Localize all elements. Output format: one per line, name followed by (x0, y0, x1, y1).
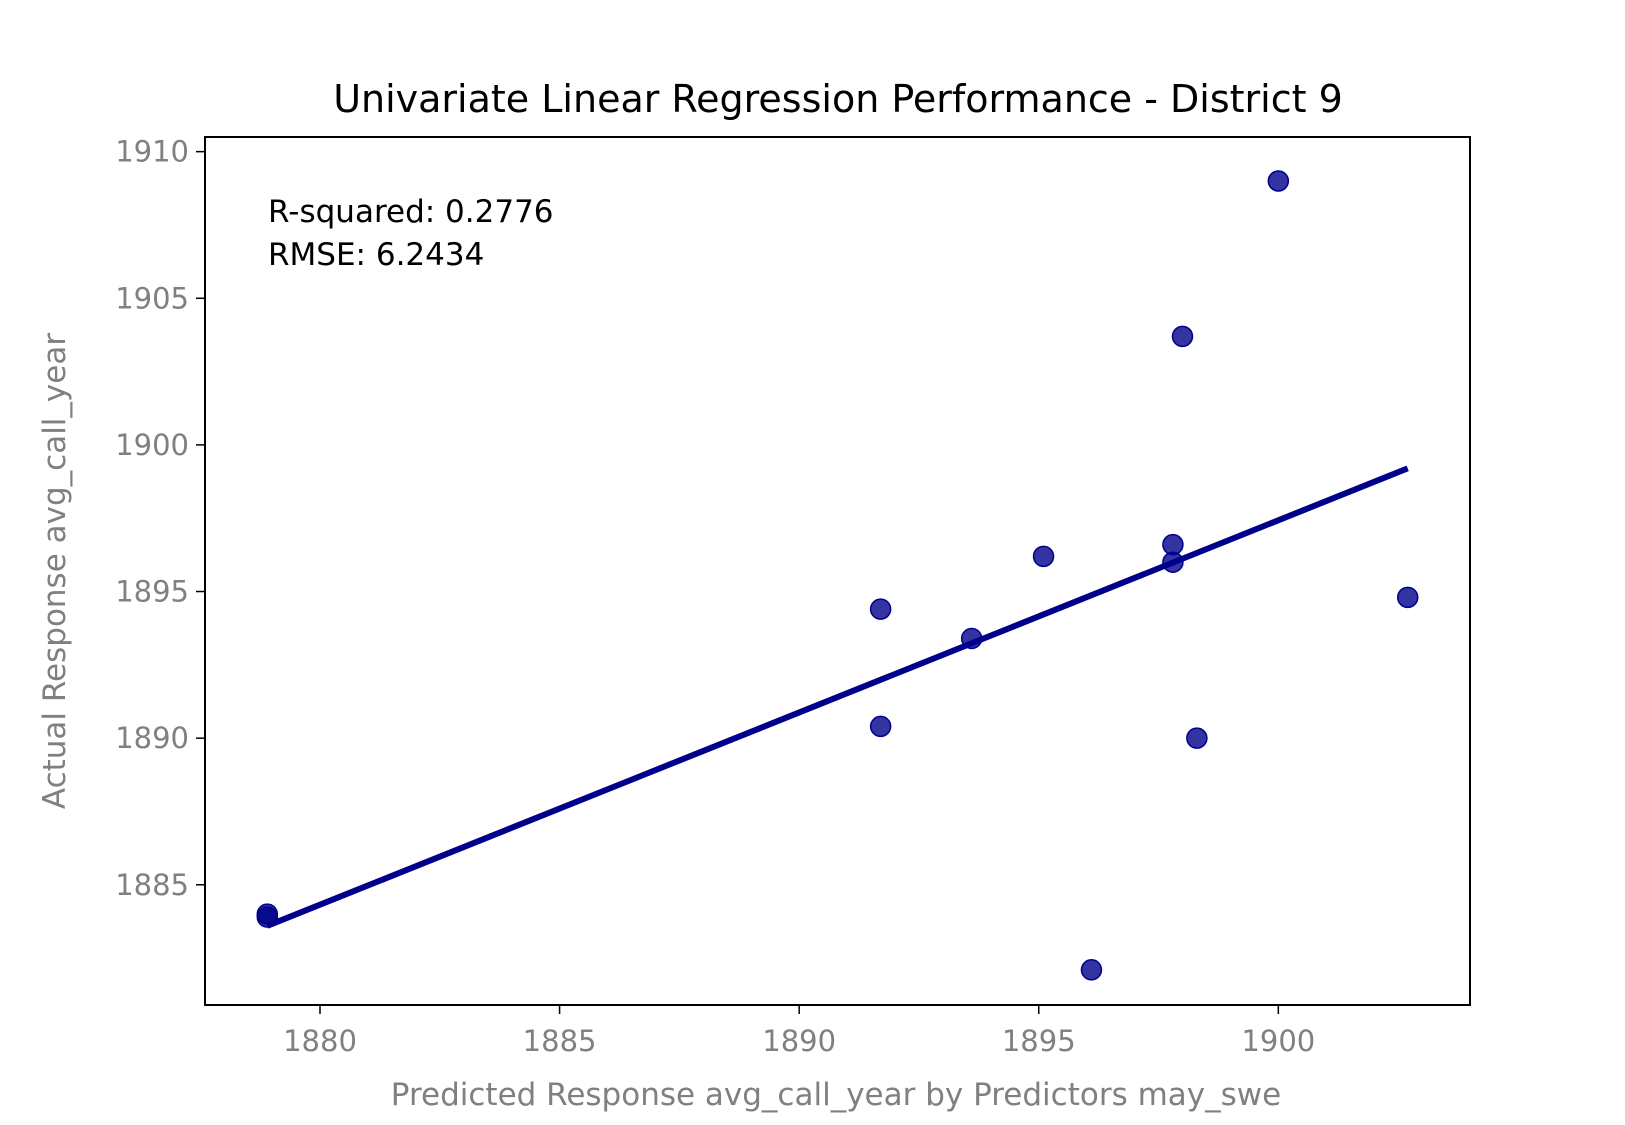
y-tick-label: 1890 (115, 721, 189, 755)
x-tick-label: 1895 (1002, 1024, 1076, 1058)
data-point (1186, 727, 1208, 749)
data-point (1396, 586, 1419, 609)
y-tick-label: 1895 (115, 575, 189, 609)
data-point (1171, 325, 1194, 348)
r-squared-annotation: R-squared: 0.2776 (268, 194, 554, 230)
y-tick-label: 1900 (115, 428, 189, 462)
y-tick-label: 1910 (115, 135, 189, 169)
data-point (256, 906, 279, 928)
rmse-annotation: RMSE: 6.2434 (268, 237, 484, 273)
y-axis-label: Actual Response avg_call_year (37, 333, 73, 809)
x-axis-ticks: 1880 1885 1890 1895 1900 (283, 1005, 1315, 1058)
data-point (1032, 545, 1055, 568)
x-tick-label: 1890 (762, 1024, 836, 1058)
y-tick-label: 1885 (115, 868, 189, 902)
x-axis-label: Predicted Response avg_call_year by Pred… (391, 1077, 1281, 1113)
x-tick-label: 1880 (283, 1024, 357, 1058)
x-tick-label: 1900 (1241, 1024, 1315, 1058)
y-tick-label: 1905 (115, 281, 189, 315)
data-point (1267, 170, 1290, 192)
data-point (869, 715, 892, 738)
plot-frame (204, 136, 1471, 1006)
chart-title: Univariate Linear Regression Performance… (333, 77, 1343, 121)
plot-area (204, 136, 1471, 1006)
regression-line (266, 465, 1409, 929)
y-axis-ticks: 1885 1890 1895 1900 1905 1910 (115, 135, 205, 902)
scatter-points (256, 170, 1419, 981)
data-point (1080, 959, 1103, 981)
regression-line-group (266, 465, 1409, 929)
data-point (869, 598, 892, 620)
data-point (1162, 551, 1184, 573)
x-tick-label: 1885 (523, 1024, 597, 1058)
data-point (960, 627, 983, 650)
